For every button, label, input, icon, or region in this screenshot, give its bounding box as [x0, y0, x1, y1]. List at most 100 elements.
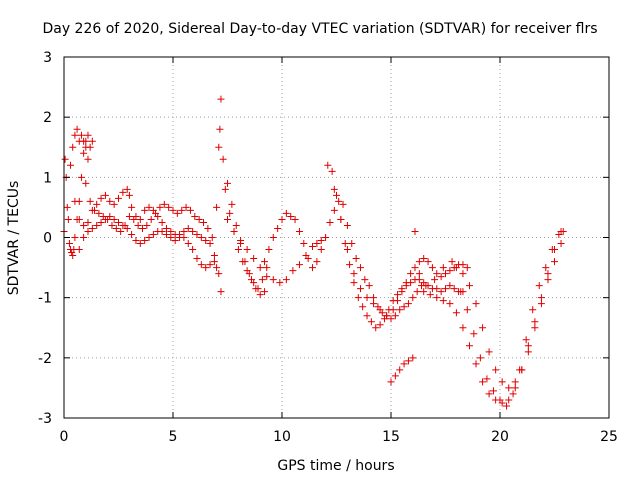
data-point	[295, 227, 303, 235]
data-point	[115, 194, 122, 202]
data-point	[125, 191, 133, 199]
data-point	[354, 294, 362, 302]
data-point	[313, 258, 321, 266]
data-point	[234, 246, 242, 254]
data-point	[84, 218, 92, 226]
data-point	[479, 324, 487, 332]
data-point	[531, 324, 539, 332]
data-point	[216, 125, 224, 133]
x-tick-label: 25	[600, 429, 618, 445]
data-point	[128, 230, 136, 238]
data-point	[239, 258, 247, 266]
data-point	[411, 264, 419, 272]
data-point	[503, 402, 511, 410]
data-point	[224, 215, 231, 223]
data-point	[173, 209, 181, 217]
data-point	[171, 237, 179, 245]
data-point	[555, 230, 563, 238]
data-point	[459, 261, 467, 269]
data-point	[75, 246, 83, 254]
y-tick-label: -2	[38, 351, 52, 367]
data-point	[452, 309, 460, 317]
data-point	[115, 218, 122, 226]
data-point	[121, 221, 129, 229]
data-point	[489, 387, 497, 395]
data-point	[479, 378, 487, 386]
data-point	[485, 390, 493, 398]
data-point	[396, 306, 404, 314]
data-point	[152, 209, 160, 217]
data-point	[149, 230, 157, 238]
data-point	[372, 324, 380, 332]
data-point	[256, 291, 264, 299]
data-point	[69, 252, 77, 260]
data-point	[217, 95, 225, 103]
data-point	[261, 288, 269, 296]
data-point	[522, 336, 530, 344]
data-point	[158, 218, 166, 226]
data-point	[65, 240, 73, 248]
data-point	[459, 270, 467, 278]
data-point	[119, 188, 127, 196]
data-point	[450, 285, 458, 293]
data-point	[415, 258, 423, 266]
y-axis-ticks: 3 2 1 0 -1 -2 -3	[38, 50, 609, 427]
data-point	[228, 200, 236, 208]
data-point	[77, 131, 85, 139]
chart-title: Day 226 of 2020, Sidereal Day-to-day VTE…	[42, 21, 597, 37]
data-point	[71, 197, 79, 205]
x-tick-label: 10	[273, 429, 291, 445]
data-point	[295, 261, 303, 269]
data-point	[496, 396, 504, 404]
data-point	[548, 246, 556, 254]
data-point	[291, 215, 299, 223]
data-point	[230, 227, 238, 235]
data-point	[138, 224, 146, 232]
data-point	[333, 191, 340, 199]
data-point	[61, 155, 69, 163]
data-point	[389, 306, 397, 314]
data-point	[387, 315, 395, 323]
data-point	[162, 224, 170, 232]
grid-lines	[64, 57, 609, 418]
data-point	[535, 282, 543, 290]
data-point	[361, 276, 369, 284]
data-point	[437, 288, 445, 296]
data-point	[219, 155, 227, 163]
data-point	[206, 261, 214, 269]
data-point	[537, 294, 545, 302]
data-point	[63, 203, 71, 211]
data-point	[263, 273, 271, 281]
data-point	[409, 294, 417, 302]
data-point	[339, 200, 347, 208]
data-point	[446, 282, 454, 290]
data-point	[328, 167, 336, 175]
data-point	[210, 252, 218, 260]
data-point	[300, 240, 308, 248]
data-point	[99, 212, 107, 220]
data-point	[182, 203, 190, 211]
data-point	[483, 375, 491, 383]
data-point	[213, 264, 221, 272]
data-point	[71, 131, 79, 139]
data-point	[178, 206, 186, 214]
data-point	[130, 215, 138, 223]
data-point	[363, 312, 371, 320]
data-point	[463, 306, 471, 314]
data-point	[367, 318, 375, 326]
data-point	[195, 215, 203, 223]
data-point	[359, 303, 367, 311]
data-point	[189, 227, 197, 235]
data-point	[165, 203, 173, 211]
data-point	[330, 206, 338, 214]
data-point	[391, 312, 399, 320]
data-point	[544, 276, 552, 284]
data-point	[197, 234, 205, 241]
data-point	[232, 221, 240, 229]
data-point	[463, 264, 471, 272]
data-point	[64, 215, 72, 223]
data-point	[197, 261, 205, 269]
data-point	[82, 179, 90, 187]
data-point	[343, 221, 351, 229]
data-point	[191, 212, 199, 220]
